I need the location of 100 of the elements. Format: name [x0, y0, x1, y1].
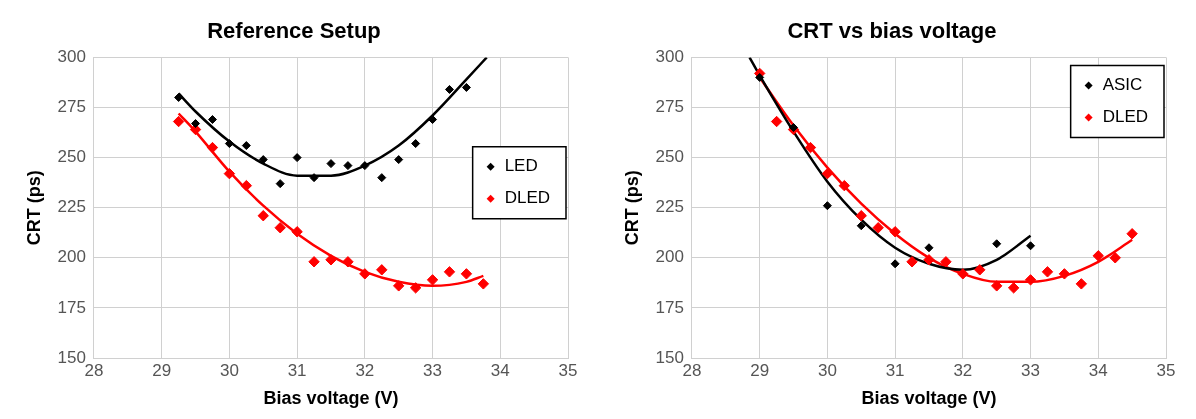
x-axis-title: Bias voltage (V)	[861, 388, 997, 409]
x-tick-label: 30	[817, 360, 837, 380]
x-tick-label: 35	[558, 360, 578, 380]
point	[804, 141, 817, 154]
point	[191, 119, 201, 129]
y-tick-label: 200	[655, 247, 684, 267]
point	[1126, 228, 1138, 240]
point	[224, 139, 234, 149]
point	[855, 210, 867, 222]
y-axis-title: CRT (ps)	[621, 170, 642, 246]
point	[991, 280, 1003, 292]
point	[411, 139, 421, 149]
x-tick-label: 35	[1156, 360, 1176, 380]
y-tick-label: 275	[655, 97, 684, 117]
legend-label: ASIC	[1102, 75, 1143, 95]
point	[291, 226, 303, 238]
x-tick-label: 29	[152, 360, 172, 380]
point	[1024, 274, 1037, 286]
x-axis-title: Bias voltage (V)	[263, 388, 399, 409]
point	[906, 256, 918, 268]
point	[770, 115, 783, 128]
point	[172, 115, 185, 128]
point	[1007, 282, 1020, 294]
y-tick-label: 150	[655, 347, 684, 367]
chart-title: CRT vs bias voltage	[787, 18, 997, 44]
y-tick-label: 300	[57, 47, 86, 67]
x-tick-label: 34	[1088, 360, 1108, 380]
point	[443, 266, 456, 278]
y-tick-label: 225	[655, 197, 684, 217]
point	[477, 278, 490, 290]
point	[838, 179, 851, 192]
point	[460, 268, 473, 280]
point	[957, 268, 969, 280]
point	[275, 179, 285, 189]
point	[1026, 241, 1036, 251]
point	[974, 264, 986, 276]
point	[923, 254, 935, 266]
point	[274, 222, 286, 234]
point	[343, 161, 353, 171]
point	[207, 115, 217, 125]
point	[377, 173, 387, 183]
point	[308, 256, 320, 268]
point	[394, 155, 404, 165]
y-tick-label: 300	[655, 47, 684, 67]
y-tick-label: 250	[655, 147, 684, 167]
y-tick-label: 175	[655, 297, 684, 317]
legend-label: LED	[504, 156, 538, 176]
point	[409, 282, 422, 294]
x-tick-label: 31	[885, 360, 905, 380]
point	[1092, 250, 1104, 262]
point	[240, 179, 253, 192]
x-tick-label: 31	[287, 360, 307, 380]
x-tick-label: 29	[750, 360, 770, 380]
point	[360, 161, 370, 171]
y-tick-label: 175	[57, 297, 86, 317]
point	[342, 256, 354, 268]
y-tick-label: 250	[57, 147, 86, 167]
point	[822, 201, 832, 211]
point	[393, 280, 405, 292]
point	[890, 259, 900, 269]
x-tick-label: 32	[953, 360, 973, 380]
x-tick-label: 33	[1021, 360, 1041, 380]
x-tick-label: 34	[490, 360, 510, 380]
y-axis-title: CRT (ps)	[23, 170, 44, 246]
x-tick-label: 33	[423, 360, 443, 380]
point	[992, 239, 1002, 249]
point	[223, 167, 236, 180]
legend-label: DLED	[504, 188, 551, 208]
chart-title: Reference Setup	[207, 18, 381, 44]
y-tick-label: 275	[57, 97, 86, 117]
point	[376, 264, 388, 276]
point	[326, 159, 336, 169]
point	[461, 82, 471, 92]
x-tick-label: 30	[219, 360, 239, 380]
point	[940, 256, 952, 268]
point	[755, 72, 765, 82]
point	[426, 274, 439, 286]
point	[856, 221, 866, 231]
y-tick-label: 225	[57, 197, 86, 217]
point	[1041, 266, 1054, 278]
x-tick-label: 32	[355, 360, 375, 380]
point	[206, 141, 219, 154]
x-tick-label: 28	[682, 360, 702, 380]
point	[309, 173, 319, 183]
point	[889, 226, 901, 238]
point	[241, 141, 251, 151]
y-tick-label: 150	[57, 347, 86, 367]
legend-label: DLED	[1102, 107, 1149, 127]
point	[1109, 252, 1121, 264]
point	[359, 268, 371, 280]
x-tick-label: 28	[84, 360, 104, 380]
point	[1075, 278, 1088, 290]
point	[924, 243, 934, 253]
point	[872, 222, 884, 234]
point	[325, 254, 337, 266]
point	[428, 115, 438, 125]
point	[257, 210, 269, 222]
point	[292, 153, 302, 163]
y-tick-label: 200	[57, 247, 86, 267]
point	[444, 84, 454, 94]
